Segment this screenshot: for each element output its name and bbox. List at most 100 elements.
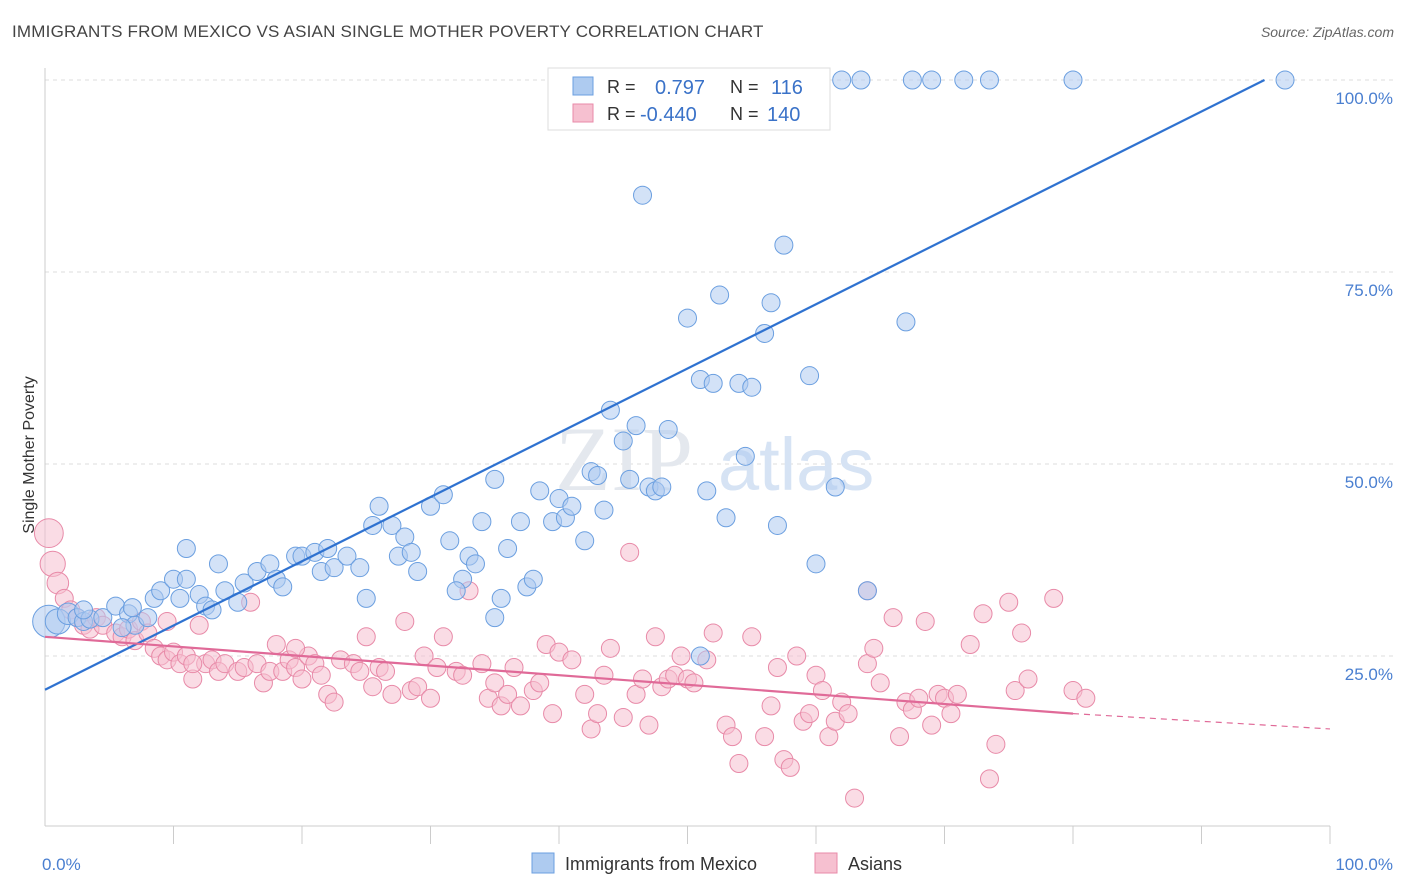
asians-point	[890, 727, 910, 747]
mexico-point	[735, 446, 755, 466]
mexico-point	[710, 285, 730, 305]
legend-swatch-blue	[572, 76, 594, 96]
mexico-point	[350, 558, 370, 578]
mexico-point	[825, 477, 845, 497]
mexico-trend-line	[44, 79, 1265, 691]
asians-point	[421, 688, 440, 708]
asians-point	[722, 727, 742, 747]
asians-point	[960, 634, 980, 654]
mexico-point	[176, 538, 196, 558]
x-tick-label-0: 0.0%	[42, 855, 81, 874]
mexico-point	[485, 608, 505, 628]
asians-point	[504, 658, 524, 678]
asians-point	[1018, 669, 1038, 689]
asians-point	[408, 677, 428, 697]
asians-point	[620, 542, 640, 562]
mexico-point	[588, 466, 608, 486]
asians-point	[600, 638, 620, 658]
legend-n-label-2: N =	[730, 104, 759, 124]
asians-point	[324, 692, 344, 712]
mexico-point	[273, 577, 293, 597]
asians-point	[800, 704, 820, 724]
mexico-point	[356, 588, 376, 608]
mexico-point	[703, 373, 723, 393]
mexico-point	[594, 500, 614, 520]
axes	[44, 68, 1331, 844]
asians-point	[292, 669, 312, 689]
asians-point	[639, 715, 659, 735]
asians-point	[510, 696, 530, 716]
asians-point	[761, 696, 781, 716]
legend-r-label-1: R =	[607, 77, 636, 97]
mexico-point	[401, 542, 421, 562]
asians-trend-extension	[1072, 713, 1331, 730]
asians-point	[870, 673, 890, 693]
mexico-point	[620, 469, 640, 489]
asians-point	[453, 665, 473, 685]
asians-point	[350, 661, 370, 681]
grid-lines	[45, 79, 1395, 657]
bottom-legend-swatch-pink	[814, 852, 838, 874]
asians-point	[613, 707, 633, 727]
asians-point	[594, 665, 614, 685]
mexico-point	[485, 469, 505, 489]
mexico-point	[74, 600, 94, 620]
asians-point	[941, 704, 961, 724]
legend-r-value-1: 0.797	[655, 77, 705, 99]
asians-point	[363, 677, 383, 697]
asians-point	[645, 627, 665, 647]
asians-point	[973, 604, 993, 624]
mexico-point	[690, 646, 710, 666]
asians-point	[485, 673, 505, 693]
asians-point	[183, 654, 203, 674]
chart-title: IMMIGRANTS FROM MEXICO VS ASIAN SINGLE M…	[12, 22, 764, 41]
series-legend: Immigrants from Mexico Asians	[531, 852, 902, 874]
asians-point	[498, 684, 518, 704]
mexico-point	[954, 70, 974, 90]
mexico-point	[857, 581, 877, 601]
legend-n-value-1: 116	[771, 77, 803, 99]
asians-point	[311, 665, 331, 685]
mexico-point	[337, 546, 357, 566]
mexico-point	[530, 481, 550, 501]
mexico-point	[324, 558, 344, 578]
mexico-point	[440, 531, 460, 551]
mexico-point	[510, 512, 530, 532]
asians-point	[266, 634, 286, 654]
mexico-point	[491, 588, 511, 608]
asians-point	[395, 611, 415, 631]
legend-n-label-1: N =	[730, 77, 759, 97]
asians-point	[742, 627, 762, 647]
asians-point	[864, 638, 884, 658]
asians-point	[909, 688, 929, 708]
asians-point	[671, 646, 691, 666]
asians-point	[780, 757, 800, 777]
mexico-point	[498, 538, 518, 558]
asians-point	[845, 788, 865, 808]
asians-point	[986, 734, 1006, 754]
mexico-point	[562, 496, 582, 516]
asians-point	[922, 715, 942, 735]
mexico-point	[832, 70, 852, 90]
legend-r-label-2: R =	[607, 104, 636, 124]
asians-point	[286, 638, 306, 658]
mexico-point	[800, 366, 820, 386]
asians-point	[755, 727, 775, 747]
mexico-point	[761, 293, 781, 313]
asians-point	[812, 681, 832, 701]
asians-point	[684, 673, 704, 693]
mexico-point	[93, 608, 113, 628]
asians-point	[703, 623, 723, 643]
asians-point	[729, 754, 749, 774]
asians-point	[543, 704, 563, 724]
asians-point	[838, 704, 858, 724]
asians-point	[1005, 681, 1025, 701]
legend-n-value-2: 140	[767, 104, 800, 126]
asians-point	[356, 627, 376, 647]
asians-trend-line	[44, 635, 1074, 715]
mexico-point	[369, 496, 389, 516]
mexico-point	[151, 581, 171, 601]
mexico-point	[626, 416, 646, 436]
asians-point	[562, 650, 582, 670]
